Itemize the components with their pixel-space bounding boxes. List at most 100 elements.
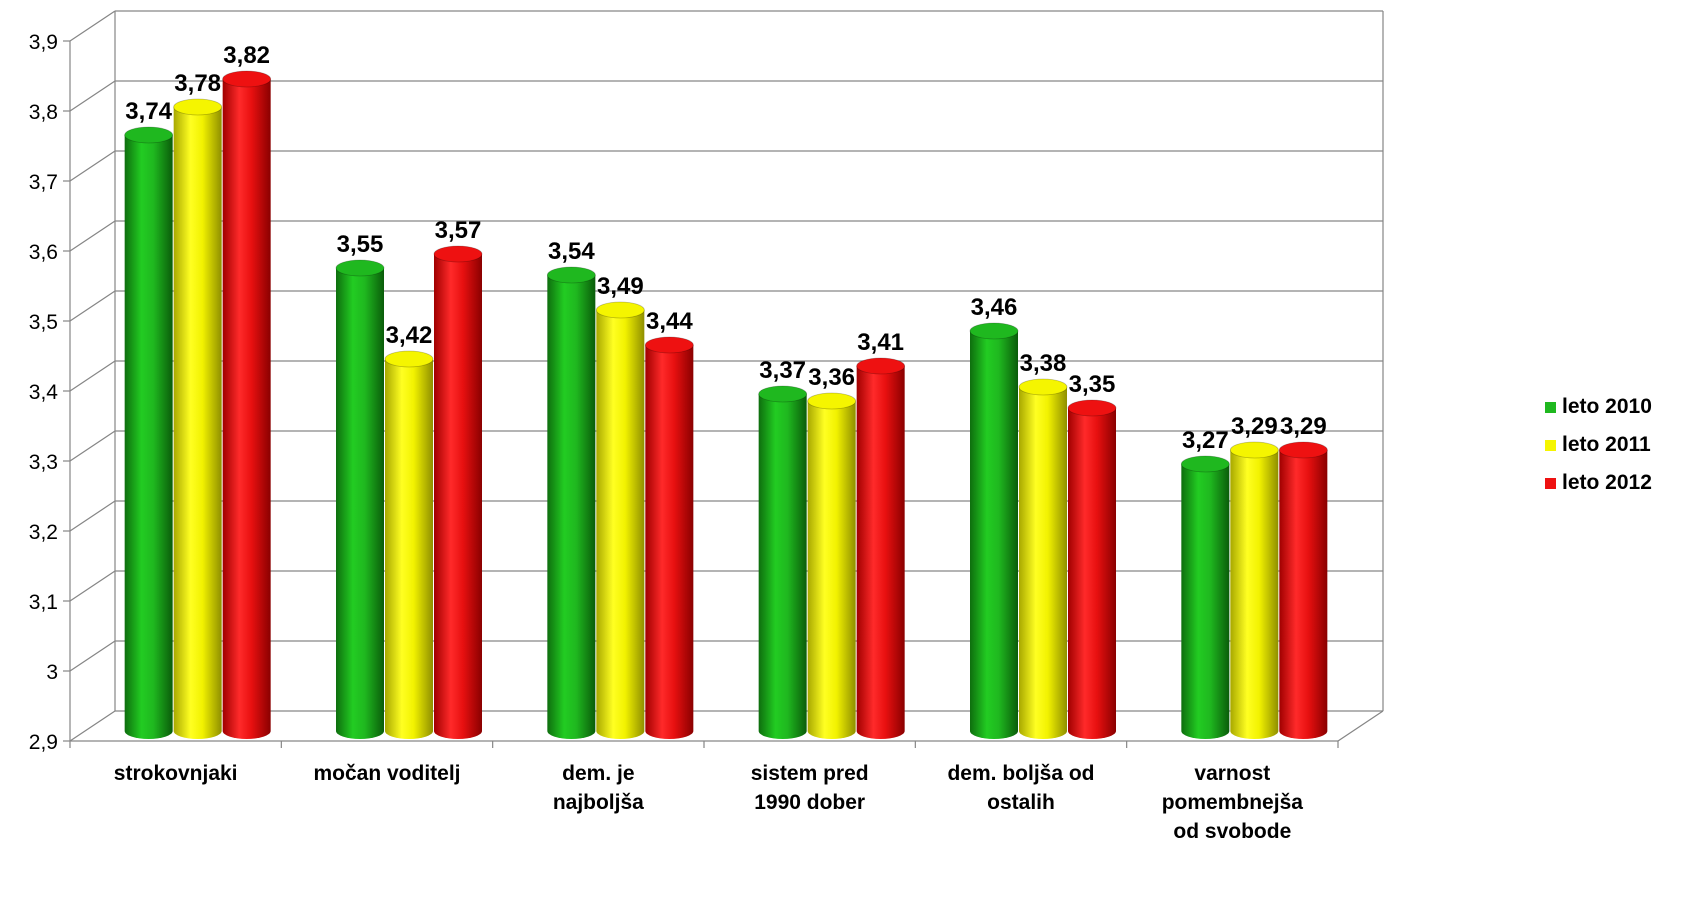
bar-body (1279, 450, 1328, 739)
gridline-side (69, 290, 116, 322)
y-tick-label: 3 (46, 661, 58, 684)
data-label: 3,44 (646, 308, 693, 335)
legend-label: leto 2012 (1562, 471, 1652, 494)
data-label: 3,42 (386, 322, 433, 349)
bar-body (645, 345, 694, 739)
data-label: 3,74 (125, 98, 172, 125)
data-label: 3,82 (223, 42, 270, 69)
bar-cap (969, 322, 1019, 340)
legend-label: leto 2011 (1562, 433, 1651, 456)
bar-cap (1018, 378, 1068, 396)
data-label: 3,41 (857, 329, 904, 356)
bar (1229, 441, 1279, 739)
bar-cap (1278, 441, 1328, 459)
x-tick-label: varnost pomembnejša od svobode (1162, 762, 1304, 843)
bar-cap (856, 357, 906, 375)
bar-cap (807, 392, 857, 410)
bar-body (1068, 408, 1116, 739)
legend-swatch (1545, 439, 1556, 451)
legend-swatch (1545, 401, 1556, 413)
bar-body (173, 107, 222, 739)
gridline-side (69, 220, 116, 252)
y-tick-label: 3,1 (29, 591, 58, 614)
data-label: 3,46 (971, 294, 1018, 321)
x-tick-label: sistem pred 1990 dober (751, 762, 869, 814)
gridline-side (69, 430, 116, 462)
data-label: 3,49 (597, 273, 644, 300)
data-labels: 3,743,783,82 3,55 3,42 3,57 3,543,493,44 3,37… (125, 42, 1326, 454)
bar-cap (1067, 399, 1117, 417)
legend-item: leto 2010 (1545, 388, 1680, 426)
x-tick-label: dem. je najboljša (553, 762, 644, 814)
gridline-side (69, 80, 116, 112)
data-label: 3,55 (337, 231, 384, 258)
gridline-side (69, 570, 116, 602)
data-label: 3,27 (1182, 427, 1229, 454)
bar-body (856, 366, 905, 739)
bar-body (336, 268, 384, 739)
gridlines (69, 10, 1383, 742)
bar-cap (335, 259, 385, 277)
bar-body (1181, 464, 1230, 739)
gridline-side (69, 360, 116, 392)
bar (1018, 378, 1068, 739)
bars (124, 70, 1328, 739)
y-tick-label: 3,8 (29, 101, 58, 124)
y-tick-label: 3,5 (29, 311, 58, 334)
floor-right-edge (1337, 710, 1384, 742)
bar-body (124, 135, 173, 739)
x-tick-label: dem. boljša od ostalih (947, 762, 1094, 814)
bar-body (434, 254, 482, 739)
bar (546, 266, 596, 739)
gridline-side (69, 710, 116, 742)
bar-cap (1229, 441, 1279, 459)
y-tick-label: 3,2 (29, 521, 58, 544)
bar-body (1230, 450, 1279, 739)
x-axis: strokovnjaki močan voditelj dem. je najbolj… (69, 710, 1384, 843)
data-label: 3,78 (174, 70, 221, 97)
bar-cap (758, 385, 808, 403)
legend-item: leto 2011 (1545, 426, 1680, 464)
x-tick-label: močan voditelj (313, 762, 460, 785)
bar (595, 301, 645, 739)
bar (807, 392, 857, 739)
bar (335, 259, 385, 739)
x-tick-label: strokovnjaki (114, 762, 238, 785)
bar-cap (173, 98, 223, 116)
y-tick-label: 3,4 (29, 381, 59, 404)
bar (1180, 455, 1230, 739)
bar-cap (124, 126, 174, 144)
bar-cap (595, 301, 645, 319)
bar-body (758, 394, 807, 739)
bar-cap (222, 70, 272, 88)
bar (384, 350, 434, 739)
legend-swatch (1545, 477, 1556, 489)
bar (1067, 399, 1117, 739)
data-label: 3,29 (1280, 413, 1327, 440)
bar-body (222, 79, 271, 739)
gridline-side (69, 10, 116, 42)
bar (124, 126, 174, 739)
bar-body (807, 401, 856, 739)
bar (222, 70, 272, 739)
y-tick-label: 3,7 (29, 171, 58, 194)
bar-cap (384, 350, 434, 368)
bar (433, 245, 483, 739)
bar (1278, 441, 1328, 739)
bar (644, 336, 694, 739)
bar-body (385, 359, 433, 739)
bar-cap (433, 245, 483, 263)
bar-body (970, 331, 1018, 739)
y-tick-label: 3,3 (29, 451, 58, 474)
data-label: 3,37 (759, 357, 806, 384)
bar (173, 98, 223, 739)
gridline-side (69, 150, 116, 182)
bar (856, 357, 906, 739)
bar-body (1019, 387, 1067, 739)
bar-cap (1180, 455, 1230, 473)
y-tick-label: 3,9 (29, 31, 58, 54)
data-label: 3,36 (808, 364, 855, 391)
data-label: 3,54 (548, 238, 595, 265)
gridline-side (69, 640, 116, 672)
